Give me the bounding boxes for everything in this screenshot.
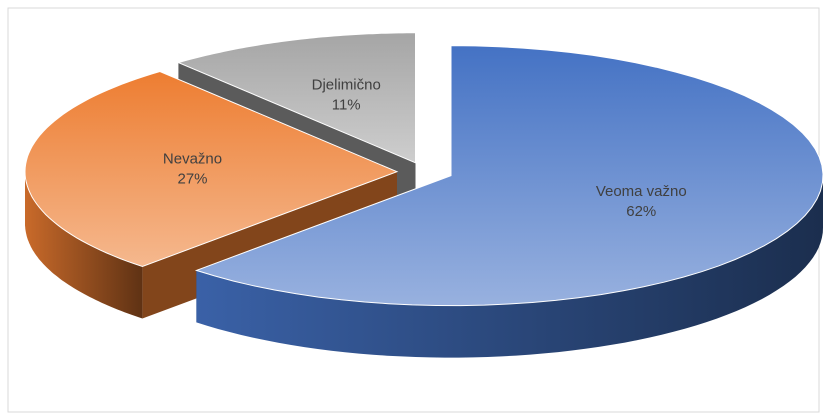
slice-label: Nevažno bbox=[163, 150, 222, 167]
slice-value-label: 27% bbox=[177, 170, 207, 187]
slice-wall bbox=[25, 171, 143, 319]
slice-label: Djelimično bbox=[312, 76, 381, 93]
slice-top bbox=[176, 32, 416, 164]
pie: Djelimično 11% Nevažno 27% Veoma važno 62% bbox=[24, 32, 824, 358]
slice: Veoma važno 62% bbox=[194, 45, 824, 358]
slice-value-label: 11% bbox=[332, 96, 361, 113]
slice-wall bbox=[196, 175, 823, 358]
slice-top bbox=[194, 45, 824, 307]
slice-value-label: 62% bbox=[626, 203, 656, 220]
slice-label: Veoma važno bbox=[596, 183, 687, 200]
slice-top bbox=[24, 70, 399, 268]
